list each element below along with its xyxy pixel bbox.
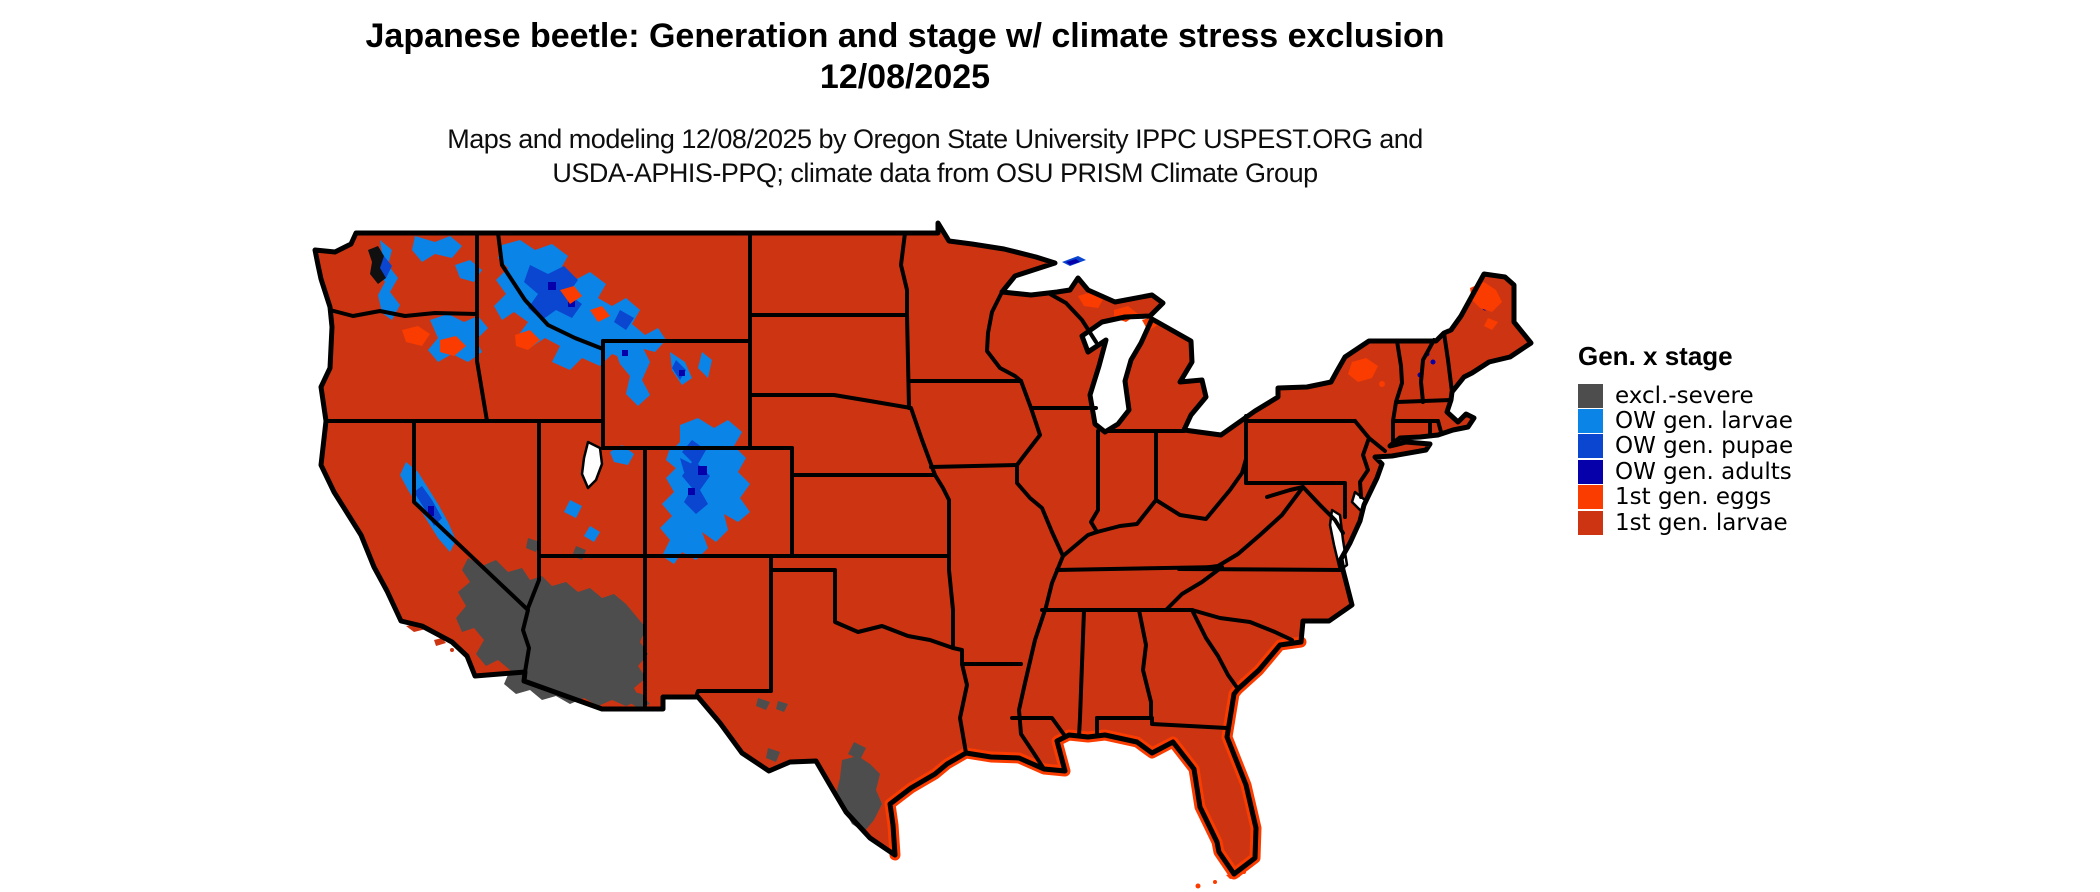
title-date: 12/08/2025 [819,58,991,96]
legend-item-ow-pupae: OW gen. pupae [1578,434,1908,459]
legend-item-excl-severe: excl.-severe [1578,383,1908,408]
legend-swatch-ow-larvae [1578,409,1603,434]
legend-label: OW gen. adults [1615,458,1792,485]
puget-sound [368,246,386,284]
legend-label: 1st gen. eggs [1615,484,1772,511]
legend-swatch-ow-adults [1578,459,1603,484]
legend-label: OW gen. pupae [1615,433,1794,460]
legend-item-gen1-larvae: 1st gen. larvae [1578,510,1908,535]
legend-swatch-gen1-eggs [1578,485,1603,510]
us-map [312,220,1534,889]
state-borders [324,231,1454,771]
figure-subtitle: Maps and modeling 12/08/2025 by Oregon S… [240,122,1630,190]
legend-item-ow-adults: OW gen. adults [1578,459,1908,484]
legend-item-ow-larvae: OW gen. larvae [1578,408,1908,435]
legend-label: excl.-severe [1615,382,1754,409]
us-outline [312,220,1534,877]
legend-title: Gen. x stage [1578,341,1733,371]
legend: Gen. x stage excl.-severe OW gen. larvae… [1578,341,1908,535]
title-line-1: Japanese beetle: Generation and stage w/… [365,17,1445,55]
legend-label: 1st gen. larvae [1615,509,1788,536]
legend-swatch-gen1-larvae [1578,510,1603,535]
subtitle-line-2: USDA-APHIS-PPQ; climate data from OSU PR… [552,158,1318,188]
figure-title: Japanese beetle: Generation and stage w/… [240,16,1570,98]
legend-swatch-ow-pupae [1578,434,1603,459]
legend-label: OW gen. larvae [1615,408,1793,435]
legend-swatch-excl-severe [1578,383,1603,408]
subtitle-line-1: Maps and modeling 12/08/2025 by Oregon S… [447,124,1423,154]
great-salt-lake [580,440,604,490]
legend-item-gen1-eggs: 1st gen. eggs [1578,485,1908,510]
